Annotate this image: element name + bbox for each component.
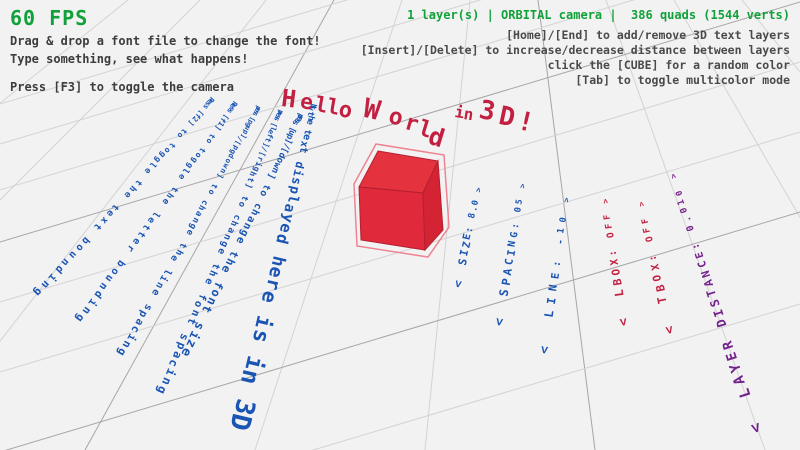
cube-wirebox [353,143,450,258]
hint-cube-random-color: click the [CUBE] for a random color [547,58,790,72]
cube-face-front[interactable] [358,186,426,251]
hint-drag-drop-font: Drag & drop a font file to change the fo… [10,34,321,48]
fps-counter: 60 FPS [10,6,89,30]
hint-toggle-camera: Press [F3] to toggle the camera [10,80,234,94]
hint-multicolor-mode: [Tab] to toggle multicolor mode [575,73,790,87]
cube-face-right[interactable] [422,159,444,252]
hint-type-something: Type something, see what happens! [10,52,249,66]
hint-add-remove-layers: [Home]/[End] to add/remove 3D text layer… [506,28,790,42]
status-bar: 1 layer(s) | ORBITAL camera | 386 quads … [407,8,790,22]
hint-layer-distance: [Insert]/[Delete] to increase/decrease d… [360,43,790,57]
